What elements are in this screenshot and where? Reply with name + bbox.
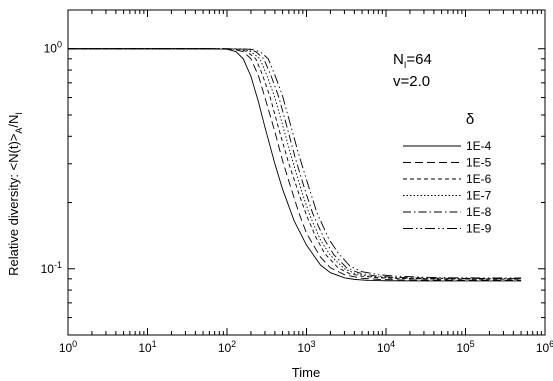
annotation-ni: NI=64 (393, 51, 432, 70)
x-tick-exponent: 5 (470, 339, 475, 349)
y-tick-base: 10 (44, 42, 58, 56)
x-tick-exponent: 6 (549, 339, 553, 349)
x-tick-base: 10 (218, 341, 232, 355)
x-tick-base: 10 (297, 341, 311, 355)
x-tick-exponent: 3 (311, 339, 316, 349)
y-axis-title-main: Relative diversity: <N(t)> (6, 134, 21, 276)
legend-label-1E-8: 1E-8 (466, 205, 492, 219)
x-tick-exponent: 0 (72, 339, 77, 349)
tick-marks (67, 10, 546, 336)
x-axis-title: Time (292, 365, 320, 380)
y-axis-title-sub-a: A (14, 128, 24, 134)
annotation-ni-main: N (393, 51, 404, 68)
x-tick-label: 101 (138, 339, 156, 355)
x-tick-base: 10 (138, 341, 152, 355)
annotation-v: v=2.0 (393, 73, 430, 90)
annotation-ni-value: =64 (406, 51, 431, 68)
legend-label-1E-9: 1E-9 (466, 222, 492, 236)
y-tick-base: 10 (41, 262, 55, 276)
y-axis-title-slash: /N (6, 115, 21, 128)
x-tick-label: 104 (377, 339, 395, 355)
annotation-ni-sub: I (404, 60, 407, 70)
series-line-1E-7 (68, 48, 522, 280)
x-tick-label: 105 (456, 339, 474, 355)
x-tick-base: 10 (456, 341, 470, 355)
x-tick-base: 10 (377, 341, 391, 355)
x-tick-exponent: 1 (152, 339, 157, 349)
legend-label-1E-7: 1E-7 (466, 189, 492, 203)
legend-label-1E-5: 1E-5 (466, 156, 492, 170)
series-line-1E-9 (68, 48, 522, 279)
y-axis-title: Relative diversity: <N(t)>A/NI (6, 112, 24, 276)
legend-label-1E-4: 1E-4 (466, 139, 492, 153)
series-line-1E-6 (68, 48, 522, 280)
y-tick-label: 10-1 (41, 260, 62, 276)
series-line-1E-8 (68, 48, 522, 279)
legend-title: δ (466, 111, 474, 128)
legend: δ 1E-4 1E-5 1E-6 1E-7 1E-8 1E-9 (403, 111, 492, 236)
x-tick-exponent: 2 (231, 339, 236, 349)
series-lines (68, 48, 522, 282)
series-line-1E-4 (68, 48, 522, 282)
y-tick-exponent: 0 (57, 40, 62, 50)
x-tick-label: 106 (536, 339, 553, 355)
x-tick-base: 10 (536, 341, 550, 355)
y-tick-exponent: -1 (54, 260, 62, 270)
legend-label-1E-6: 1E-6 (466, 172, 492, 186)
x-tick-label: 102 (218, 339, 236, 355)
y-tick-label: 100 (44, 40, 62, 56)
x-tick-base: 10 (59, 341, 73, 355)
x-tick-label: 100 (59, 339, 77, 355)
x-tick-label: 103 (297, 339, 315, 355)
series-line-1E-5 (68, 48, 522, 281)
x-tick-exponent: 4 (390, 339, 395, 349)
y-axis-title-sub-i: I (14, 112, 24, 115)
